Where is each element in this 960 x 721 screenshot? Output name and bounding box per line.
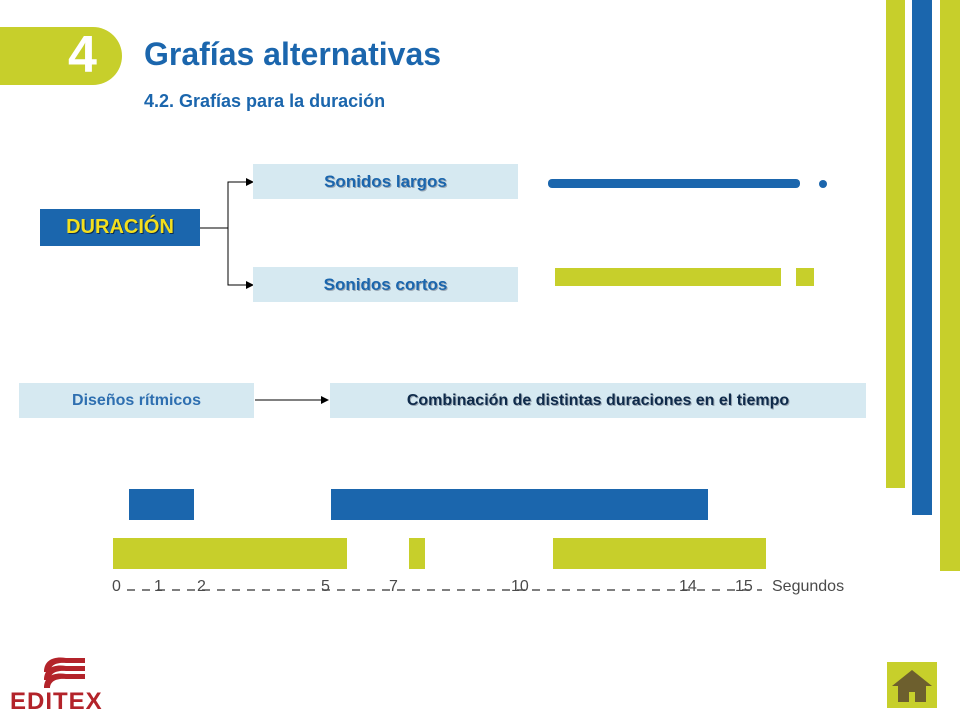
long-sound-line <box>548 179 800 188</box>
editex-books-icon <box>44 657 85 688</box>
axis-label-1: 1 <box>154 578 163 595</box>
editex-logo: EDITEX <box>10 650 105 716</box>
timeline-blue-bar-2 <box>331 489 708 520</box>
decor-stripe-blue <box>912 0 932 515</box>
home-button[interactable] <box>887 662 937 708</box>
sonidos-cortos-box: Sonidos cortos <box>253 267 518 302</box>
combinacion-box: Combinación de distintas duraciones en e… <box>330 383 866 418</box>
disenos-ritmicos-label: Diseños rítmicos <box>72 392 201 409</box>
combinacion-label: Combinación de distintas duraciones en e… <box>406 392 790 409</box>
chapter-number: 4 <box>68 26 97 84</box>
timeline-green-bar-3 <box>553 538 766 569</box>
sonidos-largos-label: Sonidos largos <box>324 172 447 191</box>
long-sound-dot <box>819 180 827 188</box>
sonidos-largos-box: Sonidos largos <box>253 164 518 199</box>
duracion-label: DURACIÓN <box>66 216 174 238</box>
connector-short <box>227 228 254 289</box>
axis-label-14: 14 <box>679 578 697 595</box>
axis-label-2: 2 <box>197 578 206 595</box>
timeline-green-bar-1 <box>113 538 347 569</box>
timeline-blue-bar-1 <box>129 489 194 520</box>
sonidos-cortos-label: Sonidos cortos <box>323 275 448 294</box>
axis-label-0: 0 <box>112 578 121 595</box>
disenos-ritmicos-box: Diseños rítmicos <box>19 383 254 418</box>
timeline-green-bar-2 <box>409 538 425 569</box>
decor-stripe-green-left <box>886 0 905 488</box>
connector-long <box>227 178 254 228</box>
editex-wordmark: EDITEX <box>10 688 103 715</box>
axis-unit-label: Segundos <box>772 578 845 595</box>
page-title: Grafías alternativas <box>144 36 442 72</box>
page-subtitle: 4.2. Grafías para la duración <box>144 91 386 111</box>
home-icon <box>892 670 932 702</box>
axis-label-5: 5 <box>321 578 330 595</box>
axis-label-7: 7 <box>389 578 398 595</box>
short-sound-square <box>796 268 814 286</box>
axis-label-10: 10 <box>511 578 529 595</box>
chapter-tab <box>0 27 122 85</box>
short-sound-bar <box>555 268 781 286</box>
decor-stripe-green-right <box>940 0 960 571</box>
axis-label-15: 15 <box>735 578 753 595</box>
duracion-box: DURACIÓN <box>40 209 200 246</box>
